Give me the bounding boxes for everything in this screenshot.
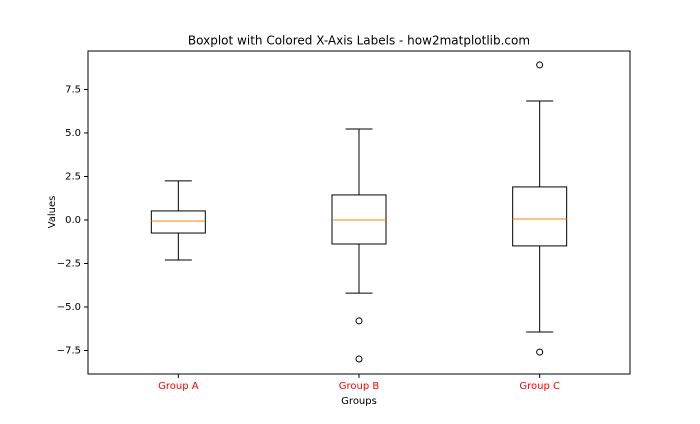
x-tick-label: Group A <box>158 381 199 392</box>
y-tick-label: 7.5 <box>65 84 81 95</box>
box <box>512 186 568 247</box>
outlier <box>355 355 363 363</box>
y-tick-label: −2.5 <box>57 258 81 269</box>
y-tick-label: 0.0 <box>65 215 81 226</box>
outlier <box>536 348 544 356</box>
x-tick-label: Group B <box>339 381 380 392</box>
y-axis-label: Values <box>47 196 58 229</box>
chart-title: Boxplot with Colored X-Axis Labels - how… <box>188 34 530 48</box>
y-tick-label: 2.5 <box>65 171 81 182</box>
x-tick-label: Group C <box>519 381 560 392</box>
outlier <box>355 317 363 325</box>
y-tick-label: 5.0 <box>65 128 81 139</box>
outlier <box>536 61 544 69</box>
plot-frame <box>87 50 631 375</box>
y-tick-label: −7.5 <box>57 346 81 357</box>
box <box>150 210 206 234</box>
y-tick-label: −5.0 <box>57 302 81 313</box>
box <box>331 194 387 245</box>
x-axis-label: Groups <box>341 396 377 407</box>
